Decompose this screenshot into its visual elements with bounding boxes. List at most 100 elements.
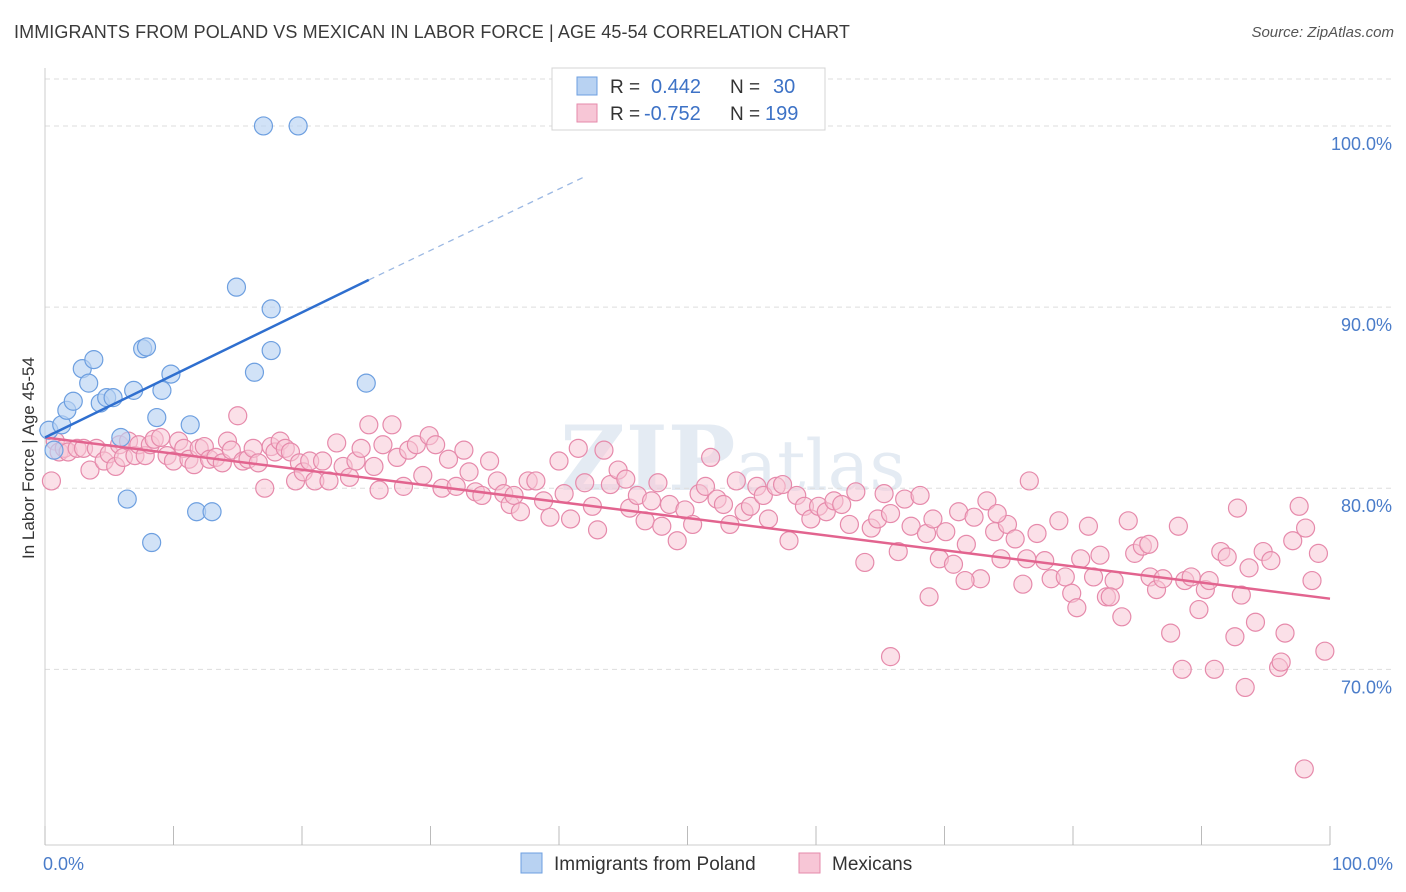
mexican-point: [846, 482, 866, 502]
legend-r-poland: 0.442: [651, 76, 701, 98]
mexican-point: [526, 471, 546, 491]
poland-point: [44, 440, 64, 460]
mexican-point: [1055, 567, 1075, 587]
mexican-point: [874, 484, 894, 504]
mexican-point: [1283, 531, 1303, 551]
mexican-point: [1235, 677, 1255, 698]
mexican-point: [1289, 496, 1309, 516]
mexican-point: [41, 471, 62, 491]
mexican-point: [1199, 570, 1219, 591]
poland-point: [356, 373, 376, 393]
mexican-point: [648, 473, 668, 493]
mexican-point: [923, 509, 943, 529]
y-tick-label: 100.0%: [1331, 134, 1392, 154]
x-tick-label: 100.0%: [1332, 854, 1393, 874]
y-tick-label: 90.0%: [1341, 315, 1392, 335]
axes: 70.0% 80.0% 90.0% 100.0% 0.0% 100.0%: [43, 68, 1393, 874]
mexican-point: [568, 438, 588, 458]
mexican-point: [695, 476, 716, 496]
legend-r-mexicans: -0.752: [644, 103, 701, 125]
legend-n-label: N =: [730, 104, 760, 125]
mexican-point: [1217, 547, 1237, 567]
y-tick-label: 70.0%: [1341, 677, 1392, 697]
x-tick-label: 0.0%: [43, 854, 84, 874]
mexican-point: [888, 541, 908, 562]
mexican-point: [393, 476, 414, 496]
mexican-point: [575, 473, 595, 493]
mexican-point: [549, 451, 569, 471]
poland-point: [63, 391, 83, 411]
mexican-point: [779, 531, 799, 551]
series-legend-swatch-poland: [520, 852, 543, 874]
mexican-point: [1118, 511, 1138, 531]
mexican-point: [1027, 523, 1047, 544]
mexican-point: [919, 587, 939, 607]
chart-title: IMMIGRANTS FROM POLAND VS MEXICAN IN LAB…: [14, 22, 850, 42]
mexican-point: [1019, 471, 1039, 491]
mexican-point: [369, 480, 389, 500]
mexican-point: [1100, 587, 1120, 607]
mexican-point: [936, 522, 956, 542]
mexican-point: [327, 433, 347, 453]
mexican-point: [426, 435, 446, 455]
poland-point: [226, 277, 247, 297]
mexican-point: [977, 491, 997, 511]
mexican-point: [510, 502, 531, 522]
mexican-point: [1245, 612, 1266, 632]
poland-point: [117, 489, 137, 509]
mexican-point: [554, 484, 574, 504]
mexican-point: [726, 471, 746, 491]
legend-n-label: N =: [730, 77, 760, 98]
trend-lines: [44, 176, 1331, 600]
mexican-point: [594, 440, 614, 460]
poland-point: [147, 407, 167, 428]
mexican-point: [616, 469, 636, 489]
mexican-point: [641, 491, 662, 511]
mexican-point: [1231, 585, 1251, 605]
mexican-point: [1168, 516, 1188, 536]
mexican-point: [839, 514, 860, 535]
mexican-point: [1035, 551, 1055, 571]
mexican-point: [364, 456, 384, 477]
mexican-point: [1295, 518, 1316, 538]
mexican-point: [880, 503, 901, 524]
mexican-point: [910, 485, 930, 506]
mexican-point: [652, 516, 672, 536]
mexican-point: [359, 415, 379, 435]
legend-n-mexicans: 199: [765, 103, 798, 125]
mexican-point: [772, 474, 793, 495]
mexican-point: [955, 570, 975, 591]
mexican-point: [373, 435, 393, 455]
mexican-point: [472, 485, 492, 506]
legend-r-label: R =: [610, 104, 640, 125]
mexican-point: [454, 440, 474, 460]
mexican-point: [1112, 607, 1132, 627]
mexican-point: [1294, 759, 1314, 779]
mexican-point: [855, 552, 875, 573]
mexican-point: [1104, 570, 1124, 591]
mexican-point: [1308, 543, 1329, 563]
poland-point: [202, 502, 222, 522]
mexican-point: [956, 534, 976, 554]
mexican-point: [1239, 558, 1259, 578]
series-immigrants-from-poland: [39, 116, 376, 553]
source-label: Source: ZipAtlas.com: [1251, 24, 1394, 41]
mexican-point: [1261, 551, 1281, 571]
mexican-point: [1227, 498, 1248, 518]
mexican-point: [446, 476, 466, 496]
mexican-point: [1005, 529, 1025, 549]
mexican-point: [1225, 627, 1245, 647]
mexican-point: [1161, 623, 1181, 643]
legend-swatch-mexicans: [576, 103, 598, 123]
mexican-point: [740, 496, 761, 516]
mexican-point: [255, 478, 275, 498]
poland-point: [261, 299, 281, 319]
poland-point: [79, 373, 99, 393]
poland-point: [261, 340, 281, 361]
mexican-point: [1189, 599, 1209, 620]
mexican-point: [713, 494, 734, 515]
mexican-point: [587, 520, 608, 540]
mexican-trend-line: [44, 436, 1331, 600]
stats-legend: R = 0.442 N = 30 R = -0.752 N = 199: [551, 67, 826, 131]
